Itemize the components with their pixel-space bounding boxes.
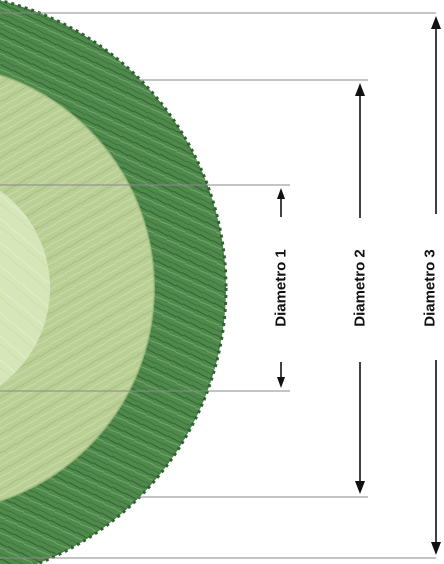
middle-ring [0, 75, 154, 501]
arrowhead-icon [431, 16, 441, 29]
dimension-diametro-2: Diametro 2 [352, 83, 369, 494]
diametro-1-label: Diametro 1 [273, 249, 290, 327]
arrowhead-icon [431, 542, 441, 555]
middle-ring-shade [0, 74, 155, 502]
hay-bale-cross-section-icon [0, 0, 228, 564]
dimension-diametro-3: Diametro 3 [422, 16, 441, 555]
diametro-2-label: Diametro 2 [352, 249, 369, 327]
arrowhead-icon [355, 481, 365, 494]
arrowhead-icon [277, 188, 285, 199]
guide-lines [0, 12, 436, 559]
diametro-3-label: Diametro 3 [422, 249, 439, 327]
inner-core [0, 190, 50, 386]
arrowhead-icon [277, 377, 285, 388]
arrowhead-icon [355, 83, 365, 96]
outer-ring-edge [0, 0, 228, 564]
dimension-diametro-1: Diametro 1 [273, 188, 290, 388]
